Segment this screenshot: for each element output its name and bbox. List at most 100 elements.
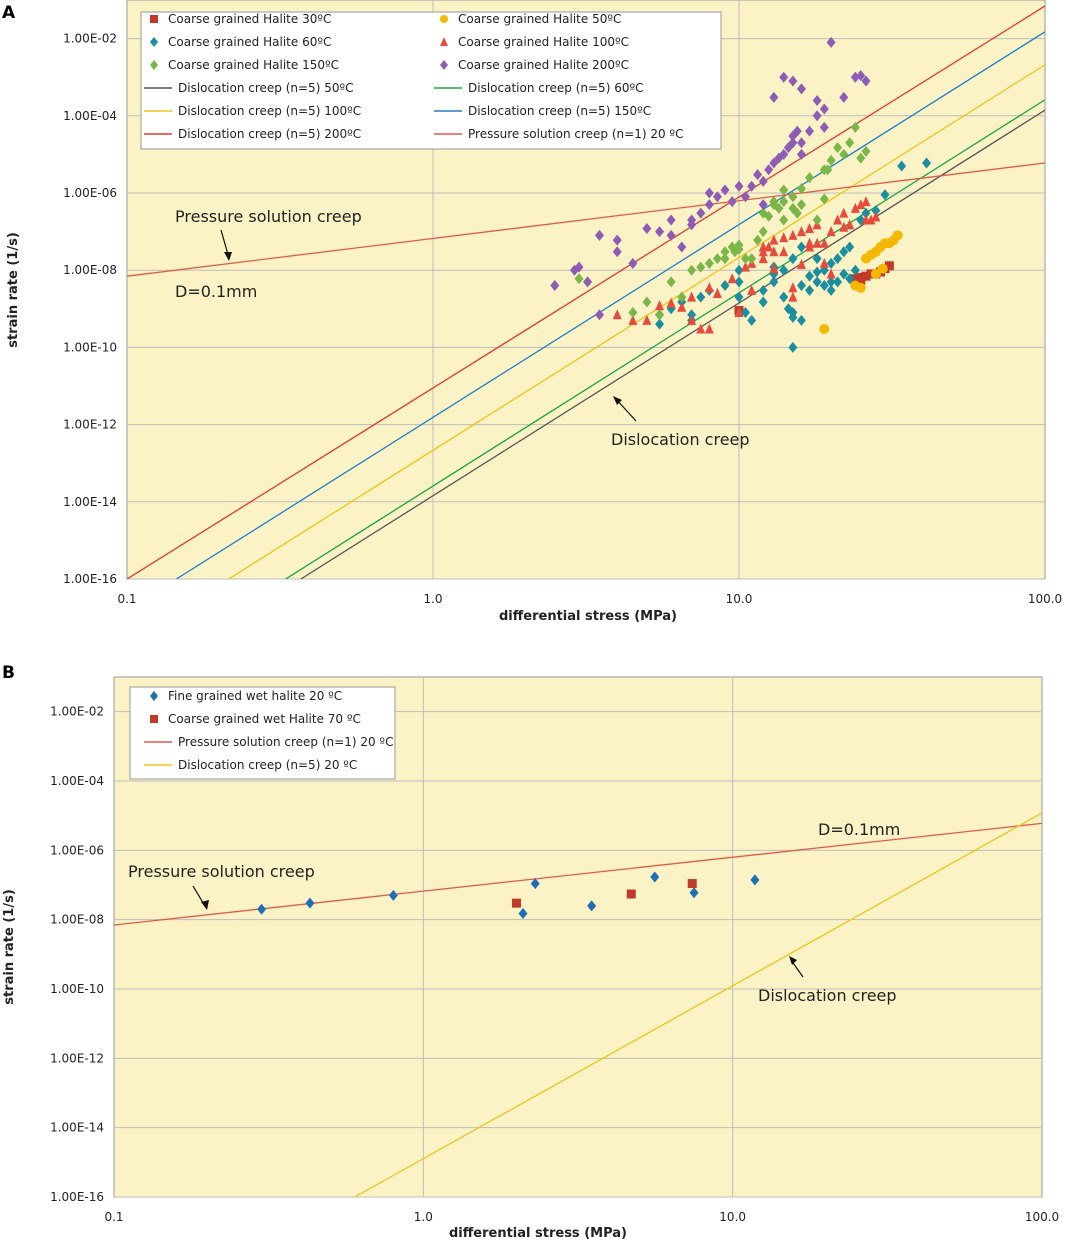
data-point [687, 264, 697, 276]
y-tick-label: 1.00E-16 [50, 1190, 104, 1204]
data-point [788, 282, 798, 293]
data-point [796, 148, 806, 160]
data-point [305, 897, 315, 909]
x-tick-label: 10.0 [726, 592, 753, 606]
x-tick-label: 100.0 [1028, 592, 1062, 606]
data-point [740, 253, 750, 265]
data-point [587, 900, 597, 912]
data-point [839, 148, 849, 160]
data-point [788, 229, 798, 240]
data-point [628, 257, 638, 269]
data-point [845, 273, 855, 285]
data-point [833, 214, 843, 225]
legend-marker-swatch [150, 691, 158, 701]
x-tick-label: 100.0 [1025, 1210, 1059, 1224]
data-point [788, 341, 798, 353]
x-tick-label: 10.0 [719, 1210, 746, 1224]
data-point [720, 280, 730, 292]
data-point [612, 246, 622, 258]
data-point [826, 257, 836, 269]
data-point [779, 196, 789, 208]
data-point [696, 207, 706, 219]
y-axis-label-b: strain rate (1/s) [2, 889, 17, 1005]
data-point [856, 152, 866, 164]
data-point [861, 271, 871, 281]
data-point [550, 280, 560, 292]
arrow-dislocation-b [789, 956, 804, 978]
data-point [655, 300, 665, 311]
y-tick-label: 1.00E-06 [63, 186, 117, 200]
data-point [779, 71, 789, 83]
data-point [727, 196, 737, 208]
data-point [861, 145, 871, 157]
data-point [511, 898, 521, 908]
annotation-dislocation-a: Dislocation creep [611, 430, 750, 449]
legend-label: Coarse grained wet Halite 70 ºC [168, 712, 361, 726]
legend-marker-swatch [150, 15, 158, 23]
y-tick-label: 1.00E-02 [63, 32, 117, 46]
legend-box-b [129, 686, 396, 780]
data-point [819, 323, 830, 334]
data-point [650, 871, 660, 883]
data-point [655, 226, 665, 238]
y-tick-label: 1.00E-02 [50, 705, 104, 719]
data-point [704, 187, 714, 199]
data-point [856, 70, 866, 82]
data-point [897, 160, 907, 172]
legend-label: Dislocation creep (n=5) 100ºC [178, 104, 361, 118]
data-point [884, 261, 894, 271]
data-point [839, 246, 849, 258]
model-line [354, 812, 1042, 1197]
data-point [845, 219, 855, 230]
panel-label-b: B [2, 663, 15, 683]
data-point [805, 241, 815, 252]
data-point [687, 309, 697, 321]
data-point [826, 226, 836, 237]
data-point [819, 121, 829, 133]
data-point [779, 214, 789, 226]
data-point [796, 183, 806, 195]
x-tick-label: 0.1 [104, 1210, 123, 1224]
data-point [704, 282, 714, 293]
data-point [779, 184, 789, 196]
data-point [747, 284, 757, 295]
data-point [805, 125, 815, 137]
data-point [796, 199, 806, 211]
data-point [753, 169, 763, 181]
data-point [871, 205, 881, 217]
data-point [826, 284, 836, 296]
data-point [877, 263, 888, 274]
data-point [642, 314, 652, 325]
data-point [712, 287, 722, 298]
data-point [861, 75, 871, 87]
data-point [727, 273, 737, 284]
legend-marker-swatch [440, 15, 448, 23]
data-point [812, 110, 822, 122]
data-point [712, 253, 722, 265]
data-point [655, 309, 665, 321]
panel-b: B 1.00E-161.00E-141.00E-121.00E-101.00E-… [2, 663, 1059, 1241]
legend-label: Coarse grained Halite 100ºC [458, 35, 629, 49]
data-point [796, 280, 806, 292]
x-tick-label: 0.1 [117, 592, 136, 606]
data-point [687, 879, 697, 889]
legend-label: Coarse grained Halite 50ºC [458, 12, 621, 26]
x-tick-label: 1.0 [423, 592, 442, 606]
data-point [819, 103, 829, 115]
data-point [758, 284, 768, 296]
y-tick-label: 1.00E-04 [50, 774, 104, 788]
data-point [850, 274, 860, 284]
legend-label: Dislocation creep (n=5) 60ºC [468, 81, 644, 95]
data-point [788, 253, 798, 265]
data-point [740, 191, 750, 203]
data-point [687, 214, 697, 226]
arrow-pressure-solution-b [192, 885, 209, 910]
data-point [764, 210, 774, 222]
annotation-pressure-solution-b: Pressure solution creep [128, 862, 315, 881]
data-point [612, 309, 622, 320]
data-point [740, 261, 750, 272]
data-point [870, 268, 881, 279]
legend-label: Coarse grained Halite 150ºC [168, 58, 339, 72]
legend-label: Pressure solution creep (n=1) 20 ºC [178, 735, 393, 749]
data-point [696, 291, 706, 303]
